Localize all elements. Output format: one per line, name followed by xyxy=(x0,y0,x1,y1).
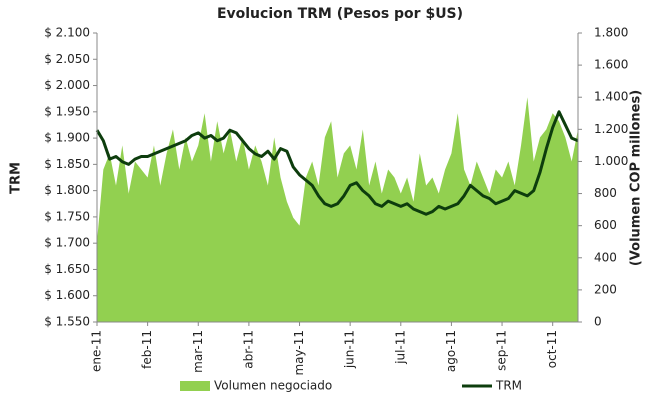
legend-label: TRM xyxy=(495,379,522,393)
legend-swatch xyxy=(180,381,210,391)
legend-label: Volumen negociado xyxy=(214,379,332,393)
y2-axis-title: (Volumen COP millones) xyxy=(629,90,644,266)
y-tick-label: $ 1.900 xyxy=(44,131,90,145)
y2-tick-label: 400 xyxy=(594,250,617,264)
x-tick-label: abr-11 xyxy=(241,330,255,369)
y2-tick-label: 200 xyxy=(594,282,617,296)
y-tick-label: $ 2.000 xyxy=(44,78,90,92)
y2-tick-label: 1.400 xyxy=(594,90,628,104)
y2-tick-label: 800 xyxy=(594,186,617,200)
x-tick-label: oct-11 xyxy=(545,330,559,368)
y-tick-label: $ 1.600 xyxy=(44,288,90,302)
y2-tick-label: 1.000 xyxy=(594,154,628,168)
y-tick-label: $ 1.700 xyxy=(44,236,90,250)
x-tick-label: ene-11 xyxy=(90,330,104,372)
y2-tick-label: 1.600 xyxy=(594,58,628,72)
y2-tick-label: 0 xyxy=(594,315,602,329)
volume-area xyxy=(97,97,578,322)
x-tick-label: ago-11 xyxy=(444,330,458,372)
y-tick-label: $ 1.950 xyxy=(44,104,90,118)
x-tick-label: feb-11 xyxy=(140,330,154,369)
y-tick-label: $ 2.050 xyxy=(44,52,90,66)
y-tick-label: $ 2.100 xyxy=(44,26,90,40)
y2-tick-label: 1.800 xyxy=(594,26,628,40)
x-tick-label: may-11 xyxy=(292,330,306,376)
x-tick-label: jun-11 xyxy=(343,330,357,369)
x-tick-label: jul-11 xyxy=(393,330,407,365)
x-tick-label: sep-11 xyxy=(495,330,509,371)
y-tick-label: $ 1.550 xyxy=(44,315,90,329)
y-tick-label: $ 1.800 xyxy=(44,183,90,197)
chart-title: Evolucion TRM (Pesos por $US) xyxy=(217,6,463,22)
y-tick-label: $ 1.850 xyxy=(44,157,90,171)
y2-tick-label: 1.200 xyxy=(594,122,628,136)
y-axis-title: TRM xyxy=(9,162,24,194)
y2-tick-label: 600 xyxy=(594,218,617,232)
y-tick-label: $ 1.650 xyxy=(44,262,90,276)
trm-line xyxy=(95,110,579,216)
y-tick-label: $ 1.750 xyxy=(44,209,90,223)
x-tick-label: mar-11 xyxy=(191,330,205,373)
